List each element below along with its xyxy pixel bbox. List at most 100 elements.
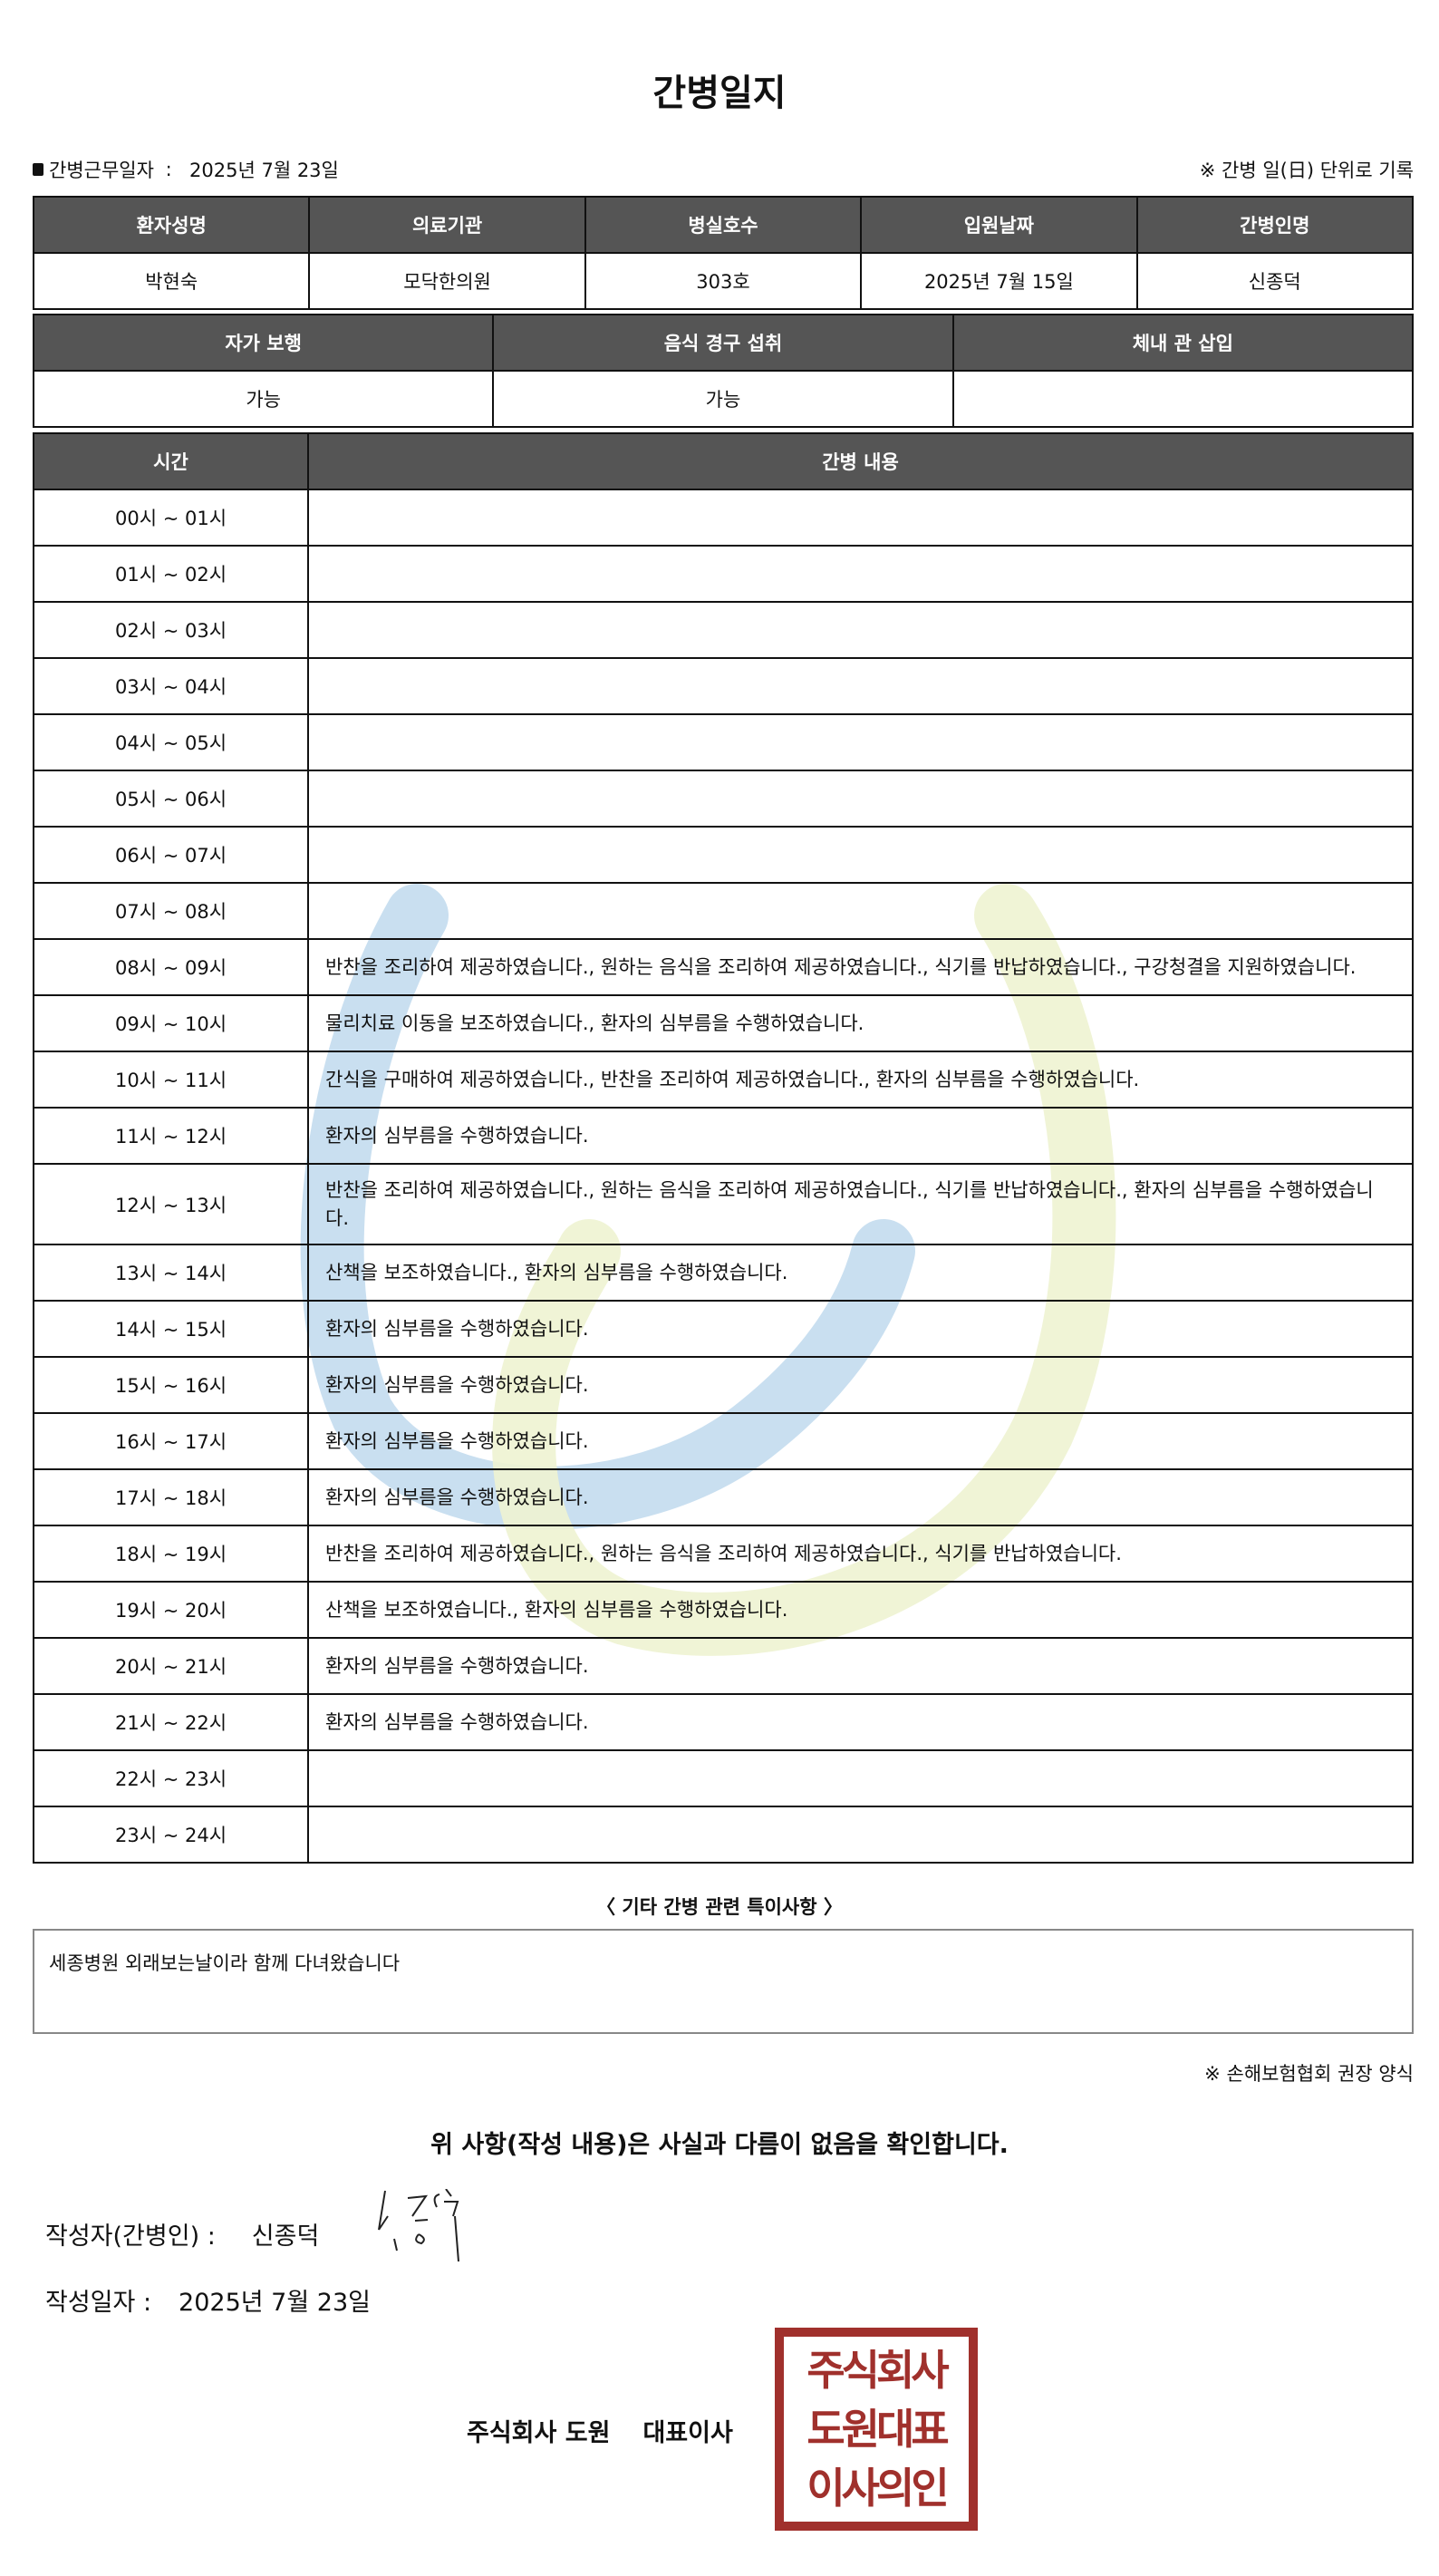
log-row: 11시 ~ 12시 환자의 심부름을 수행하였습니다.	[33, 1107, 1414, 1165]
log-row: 15시 ~ 16시 환자의 심부름을 수행하였습니다.	[33, 1356, 1414, 1414]
log-row: 17시 ~ 18시 환자의 심부름을 수행하였습니다.	[33, 1468, 1414, 1526]
log-content: 산책을 보조하였습니다., 환자의 심부름을 수행하였습니다.	[307, 1244, 1414, 1302]
log-time: 16시 ~ 17시	[33, 1412, 309, 1470]
log-content	[307, 601, 1414, 659]
writer-label: 작성자(간병인) :	[45, 2223, 216, 2251]
log-content: 환자의 심부름을 수행하였습니다.	[307, 1107, 1414, 1165]
written-date-label: 작성일자 :	[45, 2289, 152, 2317]
log-content: 환자의 심부름을 수행하였습니다.	[307, 1693, 1414, 1751]
seal-row: 도원대표	[806, 2404, 949, 2454]
log-content: 환자의 심부름을 수행하였습니다.	[307, 1468, 1414, 1526]
work-date-label: 간병근무일자	[49, 160, 154, 181]
log-time: 03시 ~ 04시	[33, 657, 309, 715]
log-row: 06시 ~ 07시	[33, 826, 1414, 884]
record-note: ※ 간병 일(日) 단위로 기록	[1199, 160, 1414, 181]
log-content	[307, 657, 1414, 715]
log-content	[307, 882, 1414, 940]
log-time: 01시 ~ 02시	[33, 545, 309, 603]
log-time: 18시 ~ 19시	[33, 1525, 309, 1583]
log-content: 반찬을 조리하여 제공하였습니다., 원하는 음식을 조리하여 제공하였습니다.…	[307, 1525, 1414, 1583]
patient-name: 박현숙	[32, 252, 311, 310]
log-time: 07시 ~ 08시	[33, 882, 309, 940]
room: 303호	[584, 252, 863, 310]
log-content	[307, 1806, 1414, 1864]
special-notes-title: 〈 기타 간병 관련 특이사항 〉	[596, 1896, 843, 1918]
log-content: 환자의 심부름을 수행하였습니다.	[307, 1637, 1414, 1695]
log-content	[307, 770, 1414, 828]
log-content	[307, 826, 1414, 884]
seal-row: 이사의인	[806, 2464, 949, 2513]
log-time: 17시 ~ 18시	[33, 1468, 309, 1526]
walking: 가능	[32, 370, 495, 428]
header-caregiver: 간병인명	[1135, 196, 1415, 254]
written-date-value: 2025년 7월 23일	[179, 2289, 371, 2317]
header-tube: 체내 관 삽입	[951, 314, 1415, 372]
log-time: 06시 ~ 07시	[33, 826, 309, 884]
log-row: 00시 ~ 01시	[33, 489, 1414, 547]
log-row: 05시 ~ 06시	[33, 770, 1414, 828]
company-name: 주식회사 도원	[467, 2419, 611, 2447]
patient-status-table: 자가 보행 음식 경구 섭취 체내 관 삽입 가능 가능	[32, 314, 1415, 428]
page-title: 간병일지	[652, 73, 787, 114]
log-row: 16시 ~ 17시 환자의 심부름을 수행하였습니다.	[33, 1412, 1414, 1470]
confirmation-statement: 위 사항(작성 내용)은 사실과 다름이 없음을 확인합니다.	[430, 2131, 1009, 2159]
care-log-table: 시간 간병 내용 00시 ~ 01시 01시 ~ 02시 02시 ~ 03시 03시 …	[33, 432, 1414, 1864]
log-time: 20시 ~ 21시	[33, 1637, 309, 1695]
log-time: 08시 ~ 09시	[33, 938, 309, 996]
header-content: 간병 내용	[307, 432, 1414, 490]
work-date: 간병근무일자 : 2025년 7월 23일	[33, 156, 339, 183]
log-row: 01시 ~ 02시	[33, 545, 1414, 603]
log-time: 21시 ~ 22시	[33, 1693, 309, 1751]
writer-name: 신종덕	[251, 2223, 320, 2251]
log-time: 19시 ~ 20시	[33, 1581, 309, 1639]
log-content: 물리치료 이동을 보조하였습니다., 환자의 심부름을 수행하였습니다.	[307, 994, 1414, 1052]
writer-line: 작성자(간병인) : 신종덕	[45, 2216, 319, 2252]
company-line: 주식회사 도원 대표이사	[467, 2413, 733, 2448]
log-row: 02시 ~ 03시	[33, 601, 1414, 659]
caregiver: 신종덕	[1135, 252, 1415, 310]
bullet-icon	[33, 163, 43, 176]
log-time: 02시 ~ 03시	[33, 601, 309, 659]
log-row: 03시 ~ 04시	[33, 657, 1414, 715]
log-row: 20시 ~ 21시 환자의 심부름을 수행하였습니다.	[33, 1637, 1414, 1695]
log-time: 23시 ~ 24시	[33, 1806, 309, 1864]
special-notes-box: 세종병원 외래보는날이라 함께 다녀왔습니다	[33, 1929, 1414, 2034]
log-content: 간식을 구매하여 제공하였습니다., 반찬을 조리하여 제공하였습니다., 환자…	[307, 1051, 1414, 1109]
company-title: 대표이사	[642, 2419, 733, 2447]
oral-intake: 가능	[492, 370, 954, 428]
log-row: 09시 ~ 10시 물리치료 이동을 보조하였습니다., 환자의 심부름을 수행하…	[33, 994, 1414, 1052]
log-content	[307, 545, 1414, 603]
header-admission-date: 입원날짜	[860, 196, 1138, 254]
log-row: 14시 ~ 15시 환자의 심부름을 수행하였습니다.	[33, 1300, 1414, 1358]
log-time: 05시 ~ 06시	[33, 770, 309, 828]
log-time: 14시 ~ 15시	[33, 1300, 309, 1358]
log-time: 13시 ~ 14시	[33, 1244, 309, 1302]
log-content	[307, 1749, 1414, 1807]
log-time: 10시 ~ 11시	[33, 1051, 309, 1109]
log-content	[307, 489, 1414, 547]
work-date-value: 2025년 7월 23일	[189, 160, 339, 181]
log-row: 10시 ~ 11시 간식을 구매하여 제공하였습니다., 반찬을 조리하여 제공하…	[33, 1051, 1414, 1109]
header-institution: 의료기관	[308, 196, 586, 254]
log-content: 환자의 심부름을 수행하였습니다.	[307, 1412, 1414, 1470]
source-note: ※ 손해보험협회 권장 양식	[1204, 2063, 1414, 2085]
seal-row: 주식회사	[806, 2345, 949, 2395]
log-content: 환자의 심부름을 수행하였습니다.	[307, 1356, 1414, 1414]
log-content	[307, 713, 1414, 771]
log-row: 12시 ~ 13시 반찬을 조리하여 제공하였습니다., 원하는 음식을 조리하여…	[33, 1163, 1414, 1245]
log-time: 12시 ~ 13시	[33, 1163, 309, 1245]
log-row: 07시 ~ 08시	[33, 882, 1414, 940]
header-walking: 자가 보행	[32, 314, 495, 372]
log-row: 04시 ~ 05시	[33, 713, 1414, 771]
log-row: 19시 ~ 20시 산책을 보조하였습니다., 환자의 심부름을 수행하였습니다.	[33, 1581, 1414, 1639]
header-time: 시간	[33, 432, 309, 490]
log-content: 환자의 심부름을 수행하였습니다.	[307, 1300, 1414, 1358]
signature	[378, 2189, 459, 2261]
admission-date: 2025년 7월 15일	[860, 252, 1138, 310]
patient-info-table: 환자성명 의료기관 병실호수 입원날짜 간병인명 박현숙 모닥한의원 303호 …	[32, 196, 1415, 310]
log-row: 18시 ~ 19시 반찬을 조리하여 제공하였습니다., 원하는 음식을 조리하여…	[33, 1525, 1414, 1583]
log-content: 반찬을 조리하여 제공하였습니다., 원하는 음식을 조리하여 제공하였습니다.…	[307, 938, 1414, 996]
institution: 모닥한의원	[308, 252, 586, 310]
log-row: 22시 ~ 23시	[33, 1749, 1414, 1807]
log-content: 산책을 보조하였습니다., 환자의 심부름을 수행하였습니다.	[307, 1581, 1414, 1639]
